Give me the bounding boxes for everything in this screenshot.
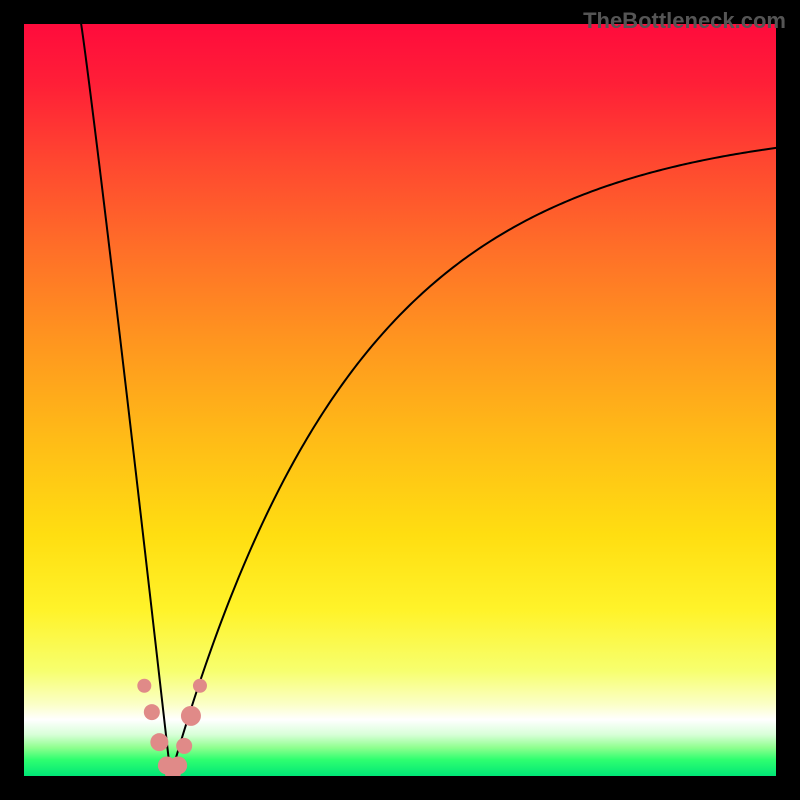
data-marker <box>193 679 207 693</box>
watermark-text: TheBottleneck.com <box>583 8 786 34</box>
data-marker <box>176 738 192 754</box>
data-marker <box>150 733 168 751</box>
chart-frame: TheBottleneck.com <box>0 0 800 800</box>
data-marker <box>169 756 187 774</box>
data-marker <box>144 704 160 720</box>
data-marker <box>137 679 151 693</box>
chart-background <box>24 24 776 776</box>
data-marker <box>181 706 201 726</box>
bottleneck-chart-svg <box>0 0 800 800</box>
